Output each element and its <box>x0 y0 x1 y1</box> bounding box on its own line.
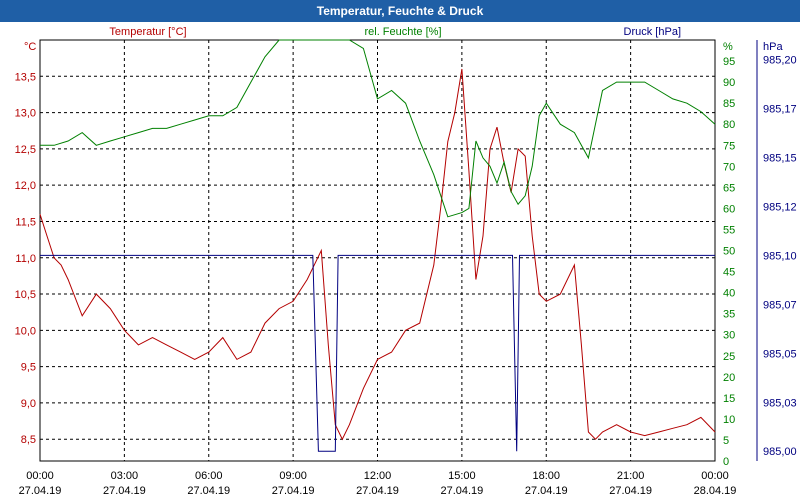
temp-tick-label: 11,5 <box>15 216 36 228</box>
series-line-temperature <box>39 68 716 441</box>
temp-tick-label: 13,0 <box>15 108 36 120</box>
humidity-tick-label: 45 <box>723 267 735 279</box>
humidity-axis-label: rel. Feuchte [%] <box>364 26 441 38</box>
pressure-unit: hPa <box>763 41 783 53</box>
humidity-tick-label: 25 <box>723 351 735 363</box>
pressure-tick-label: 985,10 <box>763 250 797 262</box>
x-tick-time: 09:00 <box>279 470 307 482</box>
x-tick-time: 18:00 <box>532 470 560 482</box>
humidity-tick-label: 95 <box>723 56 735 68</box>
humidity-tick-label: 55 <box>723 224 735 236</box>
humidity-tick-label: 50 <box>723 246 735 258</box>
x-tick-date: 27.04.19 <box>19 485 62 497</box>
x-tick-time: 00:00 <box>26 470 54 482</box>
x-tick-date: 27.04.19 <box>525 485 568 497</box>
pressure-tick-label: 985,20 <box>763 55 797 67</box>
humidity-tick-label: 85 <box>723 98 735 110</box>
axes: 00:00 27.04.19 03:00 27.04.19 06:00 27.04.19 0… <box>15 26 797 497</box>
humidity-tick-label: 80 <box>723 119 735 131</box>
humidity-tick-label: 40 <box>723 288 735 300</box>
temp-tick-label: 10,0 <box>15 325 36 337</box>
title-bar <box>0 0 800 22</box>
x-tick-time: 21:00 <box>617 470 645 482</box>
humidity-tick-label: 0 <box>723 456 729 468</box>
humidity-tick-label: 30 <box>723 330 735 342</box>
humidity-tick-label: 15 <box>723 393 735 405</box>
pressure-tick-label: 985,03 <box>763 397 797 409</box>
x-tick-date: 27.04.19 <box>187 485 230 497</box>
x-tick-date: 27.04.19 <box>440 485 483 497</box>
pressure-tick-label: 985,12 <box>763 201 797 213</box>
humidity-tick-label: 10 <box>723 414 735 426</box>
x-tick-date: 27.04.19 <box>356 485 399 497</box>
pressure-tick-label: 985,05 <box>763 348 797 360</box>
pressure-tick-label: 985,07 <box>763 299 797 311</box>
temp-tick-label: 11,0 <box>15 253 36 265</box>
x-tick-date: 27.04.19 <box>103 485 146 497</box>
humidity-tick-label: 60 <box>723 203 735 215</box>
humidity-unit: % <box>723 41 733 53</box>
humidity-tick-label: 90 <box>723 77 735 89</box>
temp-axis-label: Temperatur [°C] <box>109 26 186 38</box>
x-tick-time: 12:00 <box>364 470 392 482</box>
temp-tick-label: 12,0 <box>15 180 36 192</box>
x-tick-time: 15:00 <box>448 470 476 482</box>
temp-tick-label: 9,0 <box>21 398 36 410</box>
x-tick-date: 27.04.19 <box>272 485 315 497</box>
x-tick-time: 00:00 <box>701 470 729 482</box>
temp-tick-label: 13,5 <box>15 71 36 83</box>
x-tick-time: 03:00 <box>111 470 139 482</box>
pressure-tick-label: 985,17 <box>763 104 797 116</box>
temp-tick-label: 9,5 <box>21 362 36 374</box>
temp-tick-label: 12,5 <box>15 144 36 156</box>
humidity-tick-label: 65 <box>723 182 735 194</box>
chart-title: Temperatur, Feuchte & Druck <box>317 4 484 18</box>
humidity-tick-label: 35 <box>723 309 735 321</box>
series-line-humidity <box>40 39 716 218</box>
temp-tick-label: 10,5 <box>15 289 36 301</box>
x-tick-date: 28.04.19 <box>694 485 737 497</box>
series-lines <box>39 39 716 452</box>
temp-tick-label: 8,5 <box>21 434 36 446</box>
pressure-tick-label: 985,15 <box>763 152 797 164</box>
grid <box>40 40 715 461</box>
pressure-tick-label: 985,00 <box>763 446 797 458</box>
humidity-tick-label: 20 <box>723 372 735 384</box>
x-tick-time: 06:00 <box>195 470 223 482</box>
temp-unit: °C <box>24 41 36 53</box>
x-tick-date: 27.04.19 <box>609 485 652 497</box>
series-line-pressure <box>40 254 715 452</box>
humidity-tick-label: 5 <box>723 435 729 447</box>
humidity-tick-label: 70 <box>723 161 735 173</box>
humidity-tick-label: 75 <box>723 140 735 152</box>
pressure-axis-label: Druck [hPa] <box>624 26 681 38</box>
